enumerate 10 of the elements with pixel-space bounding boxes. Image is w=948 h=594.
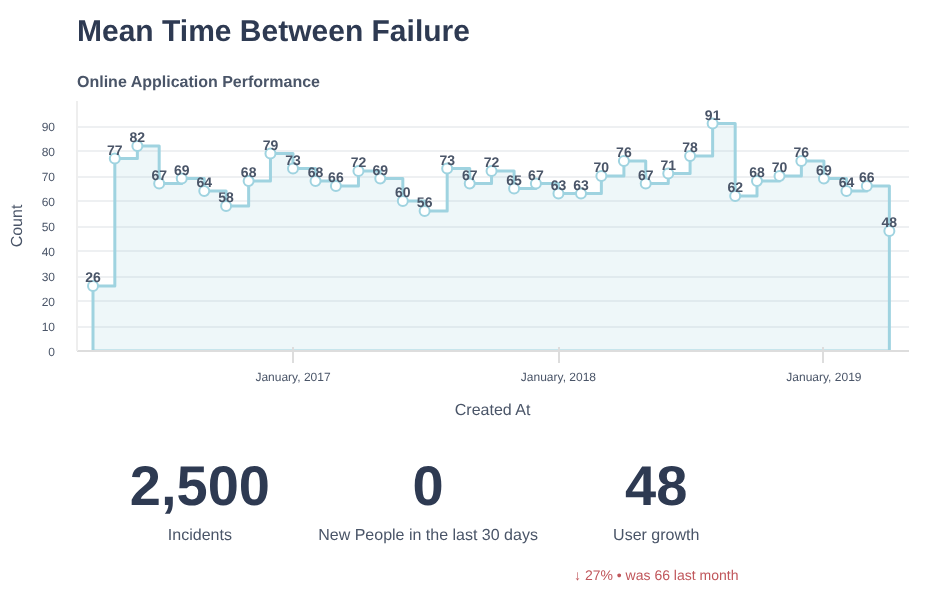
text: 0 <box>412 455 444 517</box>
text: 48 <box>625 455 688 517</box>
text: New People in the last 30 days <box>318 526 538 544</box>
chart-subtitle: Online Application Performance <box>77 73 322 91</box>
chart-title: Mean Time Between Failure <box>77 15 470 49</box>
text: 2,500 <box>129 455 270 517</box>
text: Incidents <box>167 526 232 544</box>
text: User growth <box>613 526 700 544</box>
x-axis-title: Created At <box>454 401 532 419</box>
y-axis-title: Count <box>7 203 26 248</box>
